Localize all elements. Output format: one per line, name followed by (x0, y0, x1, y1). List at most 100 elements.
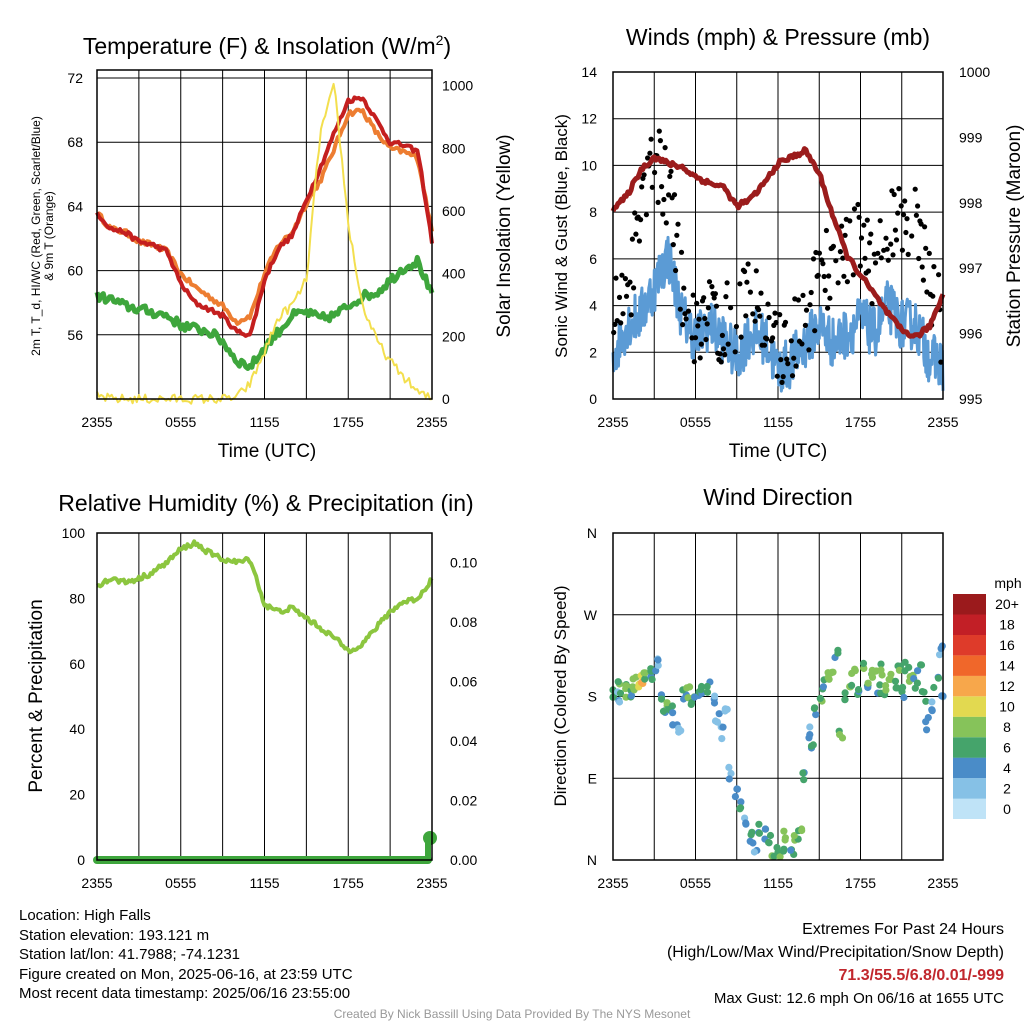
gust-point (780, 374, 786, 380)
gust-point (701, 295, 707, 301)
gust-point (891, 191, 897, 198)
gust-point (938, 359, 944, 365)
direction-point (691, 693, 699, 701)
y2-tick-label: 600 (442, 203, 466, 219)
gust-point (872, 260, 879, 266)
direction-point (810, 704, 819, 713)
x-tick-label: 0555 (165, 414, 196, 430)
gust-point (785, 361, 791, 367)
direction-point (652, 667, 660, 675)
direction-point (924, 714, 932, 722)
direction-point (834, 649, 842, 657)
gust-point (638, 217, 644, 223)
y-tick-label: 8 (589, 204, 597, 220)
gust-point (690, 292, 696, 298)
temp-2m-line (95, 95, 434, 338)
gust-point (936, 272, 942, 278)
title-text: Temperature (F) & Insolation (W/m (83, 33, 436, 59)
colorbar-swatch (953, 634, 986, 656)
temperature-x-axis-label: Time (UTC) (218, 441, 317, 462)
direction-point (721, 707, 729, 715)
direction-point (747, 831, 755, 839)
y-tick-label: S (588, 689, 597, 705)
gust-point (839, 223, 845, 229)
x-tick-label: 0555 (680, 875, 711, 891)
gust-point (652, 169, 658, 176)
direction-point (914, 667, 922, 675)
x-tick-label: 1155 (763, 414, 793, 430)
colorbar-swatch (953, 778, 986, 799)
gust-point (896, 186, 902, 192)
y2-tick-label: 0.04 (450, 733, 477, 749)
gust-point (711, 295, 717, 301)
direction-point (923, 726, 931, 734)
gust-point (619, 272, 625, 278)
gust-point (627, 279, 633, 285)
insolation-right-axis-label: Solar Insolation (Yellow) (494, 134, 515, 337)
y-tick-label: N (587, 525, 597, 541)
gust-point (770, 335, 776, 341)
direction-point (790, 832, 798, 840)
direction-point (657, 695, 666, 703)
direction-point (727, 769, 735, 778)
direction-point (868, 666, 876, 674)
direction-point (749, 839, 757, 847)
x-tick-label: 1155 (763, 875, 793, 891)
gust-point (867, 240, 873, 246)
colorbar-swatch (953, 798, 986, 819)
gust-point (823, 227, 830, 234)
gust-point (822, 287, 828, 293)
direction-point (848, 681, 856, 690)
gust-point (723, 294, 729, 300)
gust-point (837, 249, 844, 255)
gust-point (869, 301, 875, 307)
gust-point (793, 363, 799, 369)
gust-point (678, 249, 685, 255)
colorbar-label: 6 (1003, 739, 1011, 755)
y2-tick-label: 997 (959, 260, 983, 276)
direction-point (877, 666, 885, 674)
gust-point (613, 275, 619, 281)
gust-point (724, 280, 730, 286)
sonic-wind-line (611, 235, 945, 393)
gust-point (677, 306, 683, 312)
temperature-panel-title: Temperature (F) & Insolation (W/m2) (83, 32, 451, 59)
extremes-values: 71.3/55.5/6.8/0.01/-999 (838, 967, 1004, 984)
direction-point (715, 710, 723, 718)
direction-point (780, 827, 788, 835)
y-tick-label: 60 (67, 263, 83, 279)
gust-point (756, 307, 762, 313)
temperature-insolation-panel: Temperature (F) & Insolation (W/m2) Time… (29, 32, 515, 462)
direction-point (891, 677, 900, 685)
gust-point (902, 198, 908, 204)
y2-tick-label: 999 (959, 129, 983, 145)
direction-point (854, 686, 863, 694)
gust-point (806, 347, 812, 353)
direction-point (725, 763, 733, 772)
colorbar-label: 8 (1003, 719, 1011, 735)
direction-point (668, 702, 677, 710)
gust-point (883, 235, 889, 241)
direction-point (755, 829, 764, 837)
y-tick-label: 2 (589, 344, 597, 360)
latlon-text: Station lat/lon: 41.7988; -74.1231 (19, 946, 241, 963)
gust-point (622, 276, 629, 282)
gust-point (666, 192, 672, 198)
y-tick-label: 0 (589, 391, 597, 407)
gust-point (662, 145, 668, 151)
direction-point (913, 679, 922, 687)
colorbar-label: 20+ (995, 596, 1019, 612)
direction-point (737, 804, 745, 812)
direction-point (718, 735, 726, 743)
direction-point (779, 847, 788, 855)
gust-point (655, 199, 661, 205)
gust-point (694, 300, 700, 306)
gust-point (815, 272, 821, 278)
gust-point (705, 305, 712, 311)
gust-point (671, 192, 678, 198)
x-tick-label: 1755 (333, 414, 364, 430)
gust-point (761, 342, 768, 348)
gust-point (685, 308, 692, 314)
direction-point (733, 785, 742, 793)
